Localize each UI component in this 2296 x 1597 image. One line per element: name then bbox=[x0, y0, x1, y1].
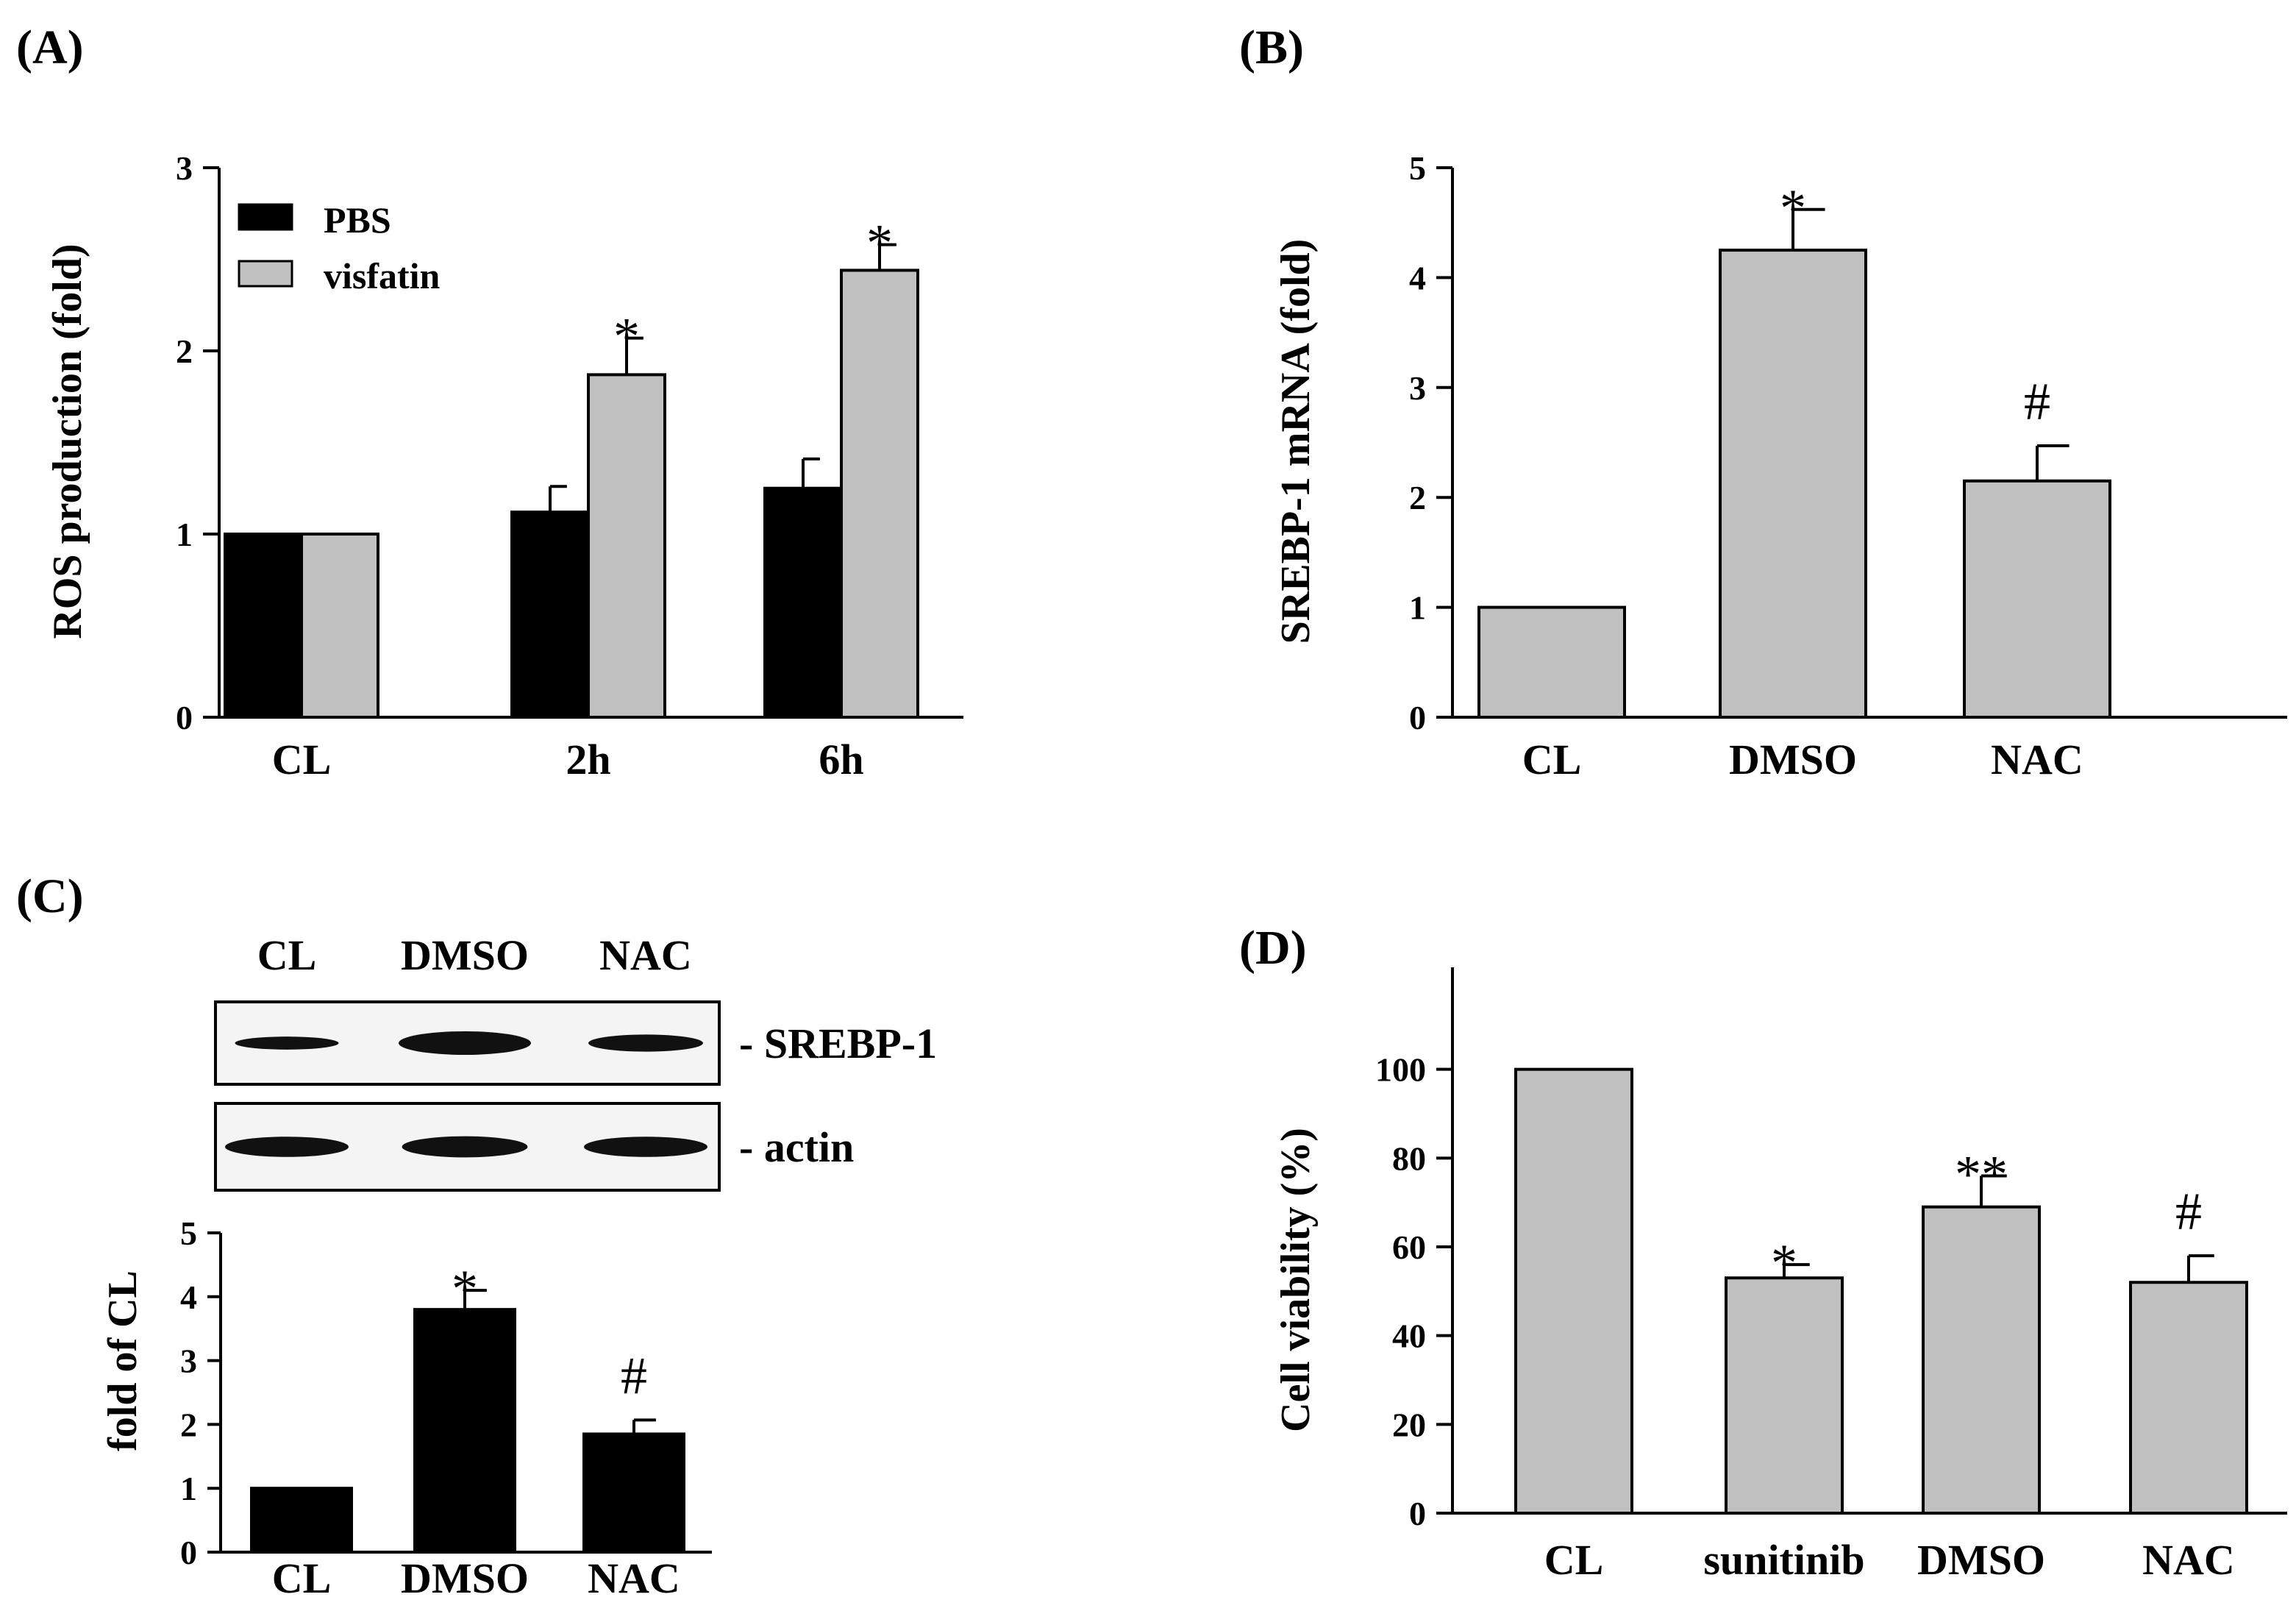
y-tick-label-b-5: 5 bbox=[1409, 149, 1426, 187]
x-tick-label-a-6h: 6h bbox=[819, 736, 863, 783]
panel-c: (C) CL DMSO NAC - SREBP-1 - actin 0 1 2 3 4 5 CL * D… bbox=[16, 869, 937, 1597]
blot-lane-label-nac: NAC bbox=[599, 931, 692, 979]
significance-label-a-6h: * bbox=[866, 214, 893, 273]
y-tick-label-b-4: 4 bbox=[1409, 259, 1426, 296]
x-tick-label-a-2h: 2h bbox=[566, 736, 610, 783]
panel-label-c: (C) bbox=[16, 869, 84, 923]
significance-label-d-dmso: ** bbox=[1955, 1145, 2008, 1203]
y-tick-label-b-1: 1 bbox=[1409, 589, 1426, 627]
bar-a-pbs-2h bbox=[510, 511, 590, 719]
y-tick-label-d-20: 20 bbox=[1392, 1406, 1426, 1443]
significance-label-c-nac: # bbox=[621, 1346, 647, 1405]
bar-d-cell-viability-cl bbox=[1514, 1067, 1633, 1515]
y-tick-label-b-3: 3 bbox=[1409, 369, 1426, 407]
y-tick-label-c-2: 2 bbox=[180, 1406, 197, 1443]
x-tick-label-d-sunitinib: sunitinib bbox=[1703, 1536, 1864, 1584]
bar-d-cell-viability-nac bbox=[2129, 1281, 2248, 1515]
blot-row-label-srebp-1: - SREBP-1 bbox=[739, 1020, 937, 1067]
bar-d-cell-viability-sunitinib bbox=[1725, 1276, 1844, 1515]
bar-a-pbs-cl bbox=[224, 533, 303, 719]
y-tick-label-d-60: 60 bbox=[1392, 1228, 1426, 1266]
x-tick-label-c-dmso: DMSO bbox=[401, 1554, 529, 1597]
bar-c-fold-of-cl-dmso bbox=[413, 1308, 516, 1554]
y-tick-label-c-3: 3 bbox=[180, 1342, 197, 1380]
blot-band-srebp-1-nac bbox=[588, 1034, 703, 1052]
bar-b-srebp-1-mrna-dmso bbox=[1719, 249, 1867, 719]
panel-b: (B) 0 1 2 3 4 5 CL * DMSO # NAC SREBP-1 mRNA (fold… bbox=[1239, 21, 2287, 783]
blot-band-srebp-1-cl bbox=[235, 1036, 339, 1050]
y-tick-label-b-0: 0 bbox=[1409, 699, 1426, 736]
y-tick-label-a-2: 2 bbox=[176, 332, 193, 370]
legend-label-visfatin: visfatin bbox=[324, 255, 441, 296]
y-tick-label-a-1: 1 bbox=[176, 516, 193, 553]
legend-swatch-visfatin bbox=[238, 260, 293, 288]
x-tick-label-b-nac: NAC bbox=[1991, 736, 2083, 783]
y-tick-label-c-0: 0 bbox=[180, 1534, 197, 1571]
blot-band-srebp-1-dmso bbox=[399, 1031, 531, 1055]
legend-a: PBS visfatin bbox=[238, 199, 441, 296]
blot-row-label-actin: - actin bbox=[739, 1123, 854, 1171]
panel-a: (A) 0 1 2 3 CL * 2h * 6h ROS production (fold) P… bbox=[16, 21, 963, 783]
y-tick-label-d-40: 40 bbox=[1392, 1317, 1426, 1355]
bar-c-fold-of-cl-nac bbox=[582, 1432, 685, 1554]
x-tick-label-a-cl: CL bbox=[272, 736, 332, 783]
bar-a-visfatin-cl bbox=[300, 533, 379, 719]
y-tick-label-c-5: 5 bbox=[180, 1214, 197, 1252]
y-axis-label-d: Cell viability (%) bbox=[1273, 1128, 1319, 1432]
legend-label-pbs: PBS bbox=[324, 199, 391, 241]
panel-d: (D) 0 20 40 60 80 100 CL * sunitinib ** DMSO # NAC C… bbox=[1239, 921, 2287, 1584]
x-tick-label-d-nac: NAC bbox=[2142, 1536, 2235, 1584]
y-tick-label-a-0: 0 bbox=[176, 699, 193, 736]
x-tick-label-d-dmso: DMSO bbox=[1917, 1536, 2045, 1584]
y-tick-label-d-100: 100 bbox=[1375, 1051, 1426, 1089]
panel-label-d: (D) bbox=[1239, 921, 1307, 975]
x-tick-label-b-cl: CL bbox=[1522, 736, 1582, 783]
blot-lane-label-cl: CL bbox=[257, 931, 317, 979]
panel-label-b: (B) bbox=[1239, 21, 1304, 74]
bar-a-visfatin-6h bbox=[840, 268, 919, 719]
bar-b-srebp-1-mrna-nac bbox=[1963, 479, 2111, 719]
blot-band-actin-cl bbox=[225, 1137, 349, 1157]
x-tick-label-b-dmso: DMSO bbox=[1729, 736, 1857, 783]
significance-label-d-sunitinib: * bbox=[1771, 1234, 1797, 1292]
bar-a-pbs-6h bbox=[763, 486, 843, 719]
y-tick-label-d-0: 0 bbox=[1409, 1495, 1426, 1532]
y-axis-label-b: SREBP-1 mRNA (fold) bbox=[1273, 239, 1319, 644]
y-tick-label-a-3: 3 bbox=[176, 149, 193, 187]
y-tick-label-d-80: 80 bbox=[1392, 1139, 1426, 1177]
x-tick-label-d-cl: CL bbox=[1544, 1536, 1604, 1584]
y-tick-label-b-2: 2 bbox=[1409, 479, 1426, 516]
blot-band-actin-dmso bbox=[402, 1136, 528, 1158]
significance-label-d-nac: # bbox=[2175, 1182, 2202, 1241]
western-blot: CL DMSO NAC - SREBP-1 - actin bbox=[214, 931, 937, 1192]
blot-lane-label-dmso: DMSO bbox=[401, 931, 529, 979]
x-tick-label-c-nac: NAC bbox=[588, 1554, 680, 1597]
legend-swatch-pbs bbox=[238, 203, 293, 231]
blot-band-actin-nac bbox=[584, 1137, 707, 1157]
x-tick-label-c-cl: CL bbox=[272, 1554, 332, 1597]
y-axis-label-c: fold of CL bbox=[100, 1270, 146, 1451]
y-tick-label-c-1: 1 bbox=[180, 1470, 197, 1507]
bar-c-fold-of-cl-cl bbox=[250, 1487, 353, 1554]
y-axis-label-a: ROS production (fold) bbox=[45, 243, 90, 639]
y-tick-label-c-4: 4 bbox=[180, 1278, 197, 1316]
bar-d-cell-viability-dmso bbox=[1922, 1205, 2041, 1515]
significance-label-b-nac: # bbox=[2024, 372, 2050, 431]
significance-label-c-dmso: * bbox=[452, 1259, 478, 1318]
significance-label-a-2h: * bbox=[613, 307, 640, 366]
bar-b-srebp-1-mrna-cl bbox=[1477, 605, 1626, 719]
significance-label-b-dmso: * bbox=[1780, 179, 1806, 238]
bar-a-visfatin-2h bbox=[587, 373, 666, 719]
panel-label-a: (A) bbox=[16, 21, 84, 74]
